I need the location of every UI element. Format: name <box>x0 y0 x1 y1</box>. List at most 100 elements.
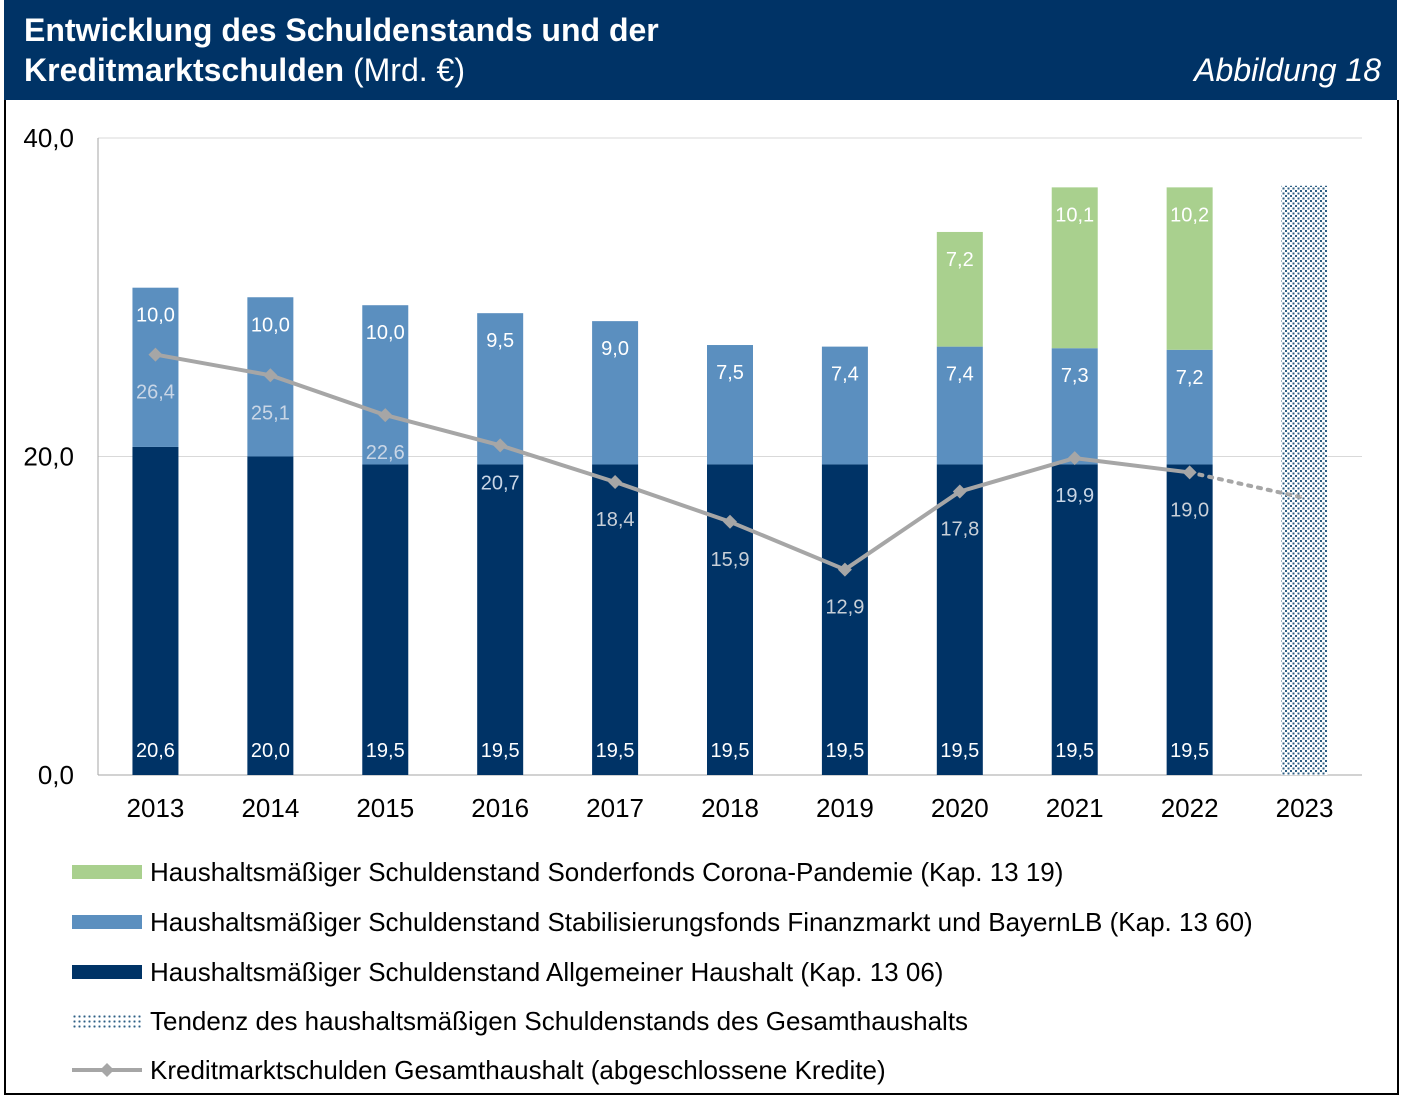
line-marker <box>952 484 967 499</box>
legend-swatch <box>72 865 142 879</box>
x-tick-label: 2022 <box>1161 793 1219 823</box>
bar-value-label: 7,2 <box>1176 367 1204 389</box>
bar-segment <box>1166 187 1213 350</box>
bar-segment <box>1166 349 1213 465</box>
y-tick-label: 0,0 <box>38 760 74 790</box>
legend-item: Kreditmarktschulden Gesamthaushalt (abge… <box>72 1055 886 1085</box>
bar-value-label: 9,0 <box>601 338 629 360</box>
bar-segment <box>362 305 409 465</box>
legend-label: Haushaltsmäßiger Schuldenstand Stabilisi… <box>150 906 1253 937</box>
line-value-label: 17,8 <box>940 519 979 541</box>
line-value-label: 19,0 <box>1170 499 1209 521</box>
legend-swatch <box>72 1014 142 1028</box>
x-tick-label: 2013 <box>127 793 185 823</box>
bar-segment <box>821 346 868 465</box>
bar-segment <box>132 446 179 775</box>
legend-swatch <box>72 915 142 929</box>
line-marker <box>493 438 508 453</box>
line-marker <box>723 514 737 529</box>
legend-swatch <box>72 1063 142 1077</box>
bar-value-label: 19,5 <box>1055 740 1094 762</box>
chart-frame <box>4 100 1399 1095</box>
line-marker <box>263 368 278 383</box>
x-tick-label: 2018 <box>701 793 759 823</box>
bar-segment <box>132 287 179 447</box>
chart-unit: (Mrd. €) <box>352 52 465 88</box>
bar-value-label: 7,3 <box>1061 365 1089 387</box>
debt-line-trend <box>1187 470 1307 500</box>
legend-label: Kreditmarktschulden Gesamthaushalt (abge… <box>150 1054 886 1085</box>
bar-value-label: 19,5 <box>481 740 520 762</box>
line-marker <box>837 562 852 577</box>
bar-value-label: 7,5 <box>716 362 744 384</box>
bar-segment <box>936 231 983 347</box>
x-tick-label: 2015 <box>356 793 414 823</box>
line-marker <box>1067 451 1082 466</box>
bar-segment <box>821 464 868 775</box>
line-marker <box>608 474 623 489</box>
bar-value-label: 10,0 <box>251 314 290 336</box>
bar-segment <box>592 464 639 775</box>
bar-value-label: 7,4 <box>831 364 859 386</box>
legend-label: Tendenz des haushaltsmäßigen Schuldensta… <box>150 1005 969 1036</box>
x-tick-label: 2016 <box>471 793 529 823</box>
legend-item: Haushaltsmäßiger Schuldenstand Stabilisi… <box>72 907 1253 937</box>
line-marker <box>148 347 163 362</box>
bar-value-label: 10,2 <box>1170 204 1209 226</box>
line-value-label: 26,4 <box>136 382 175 404</box>
bar-segment <box>477 464 524 775</box>
bar-value-label: 10,1 <box>1055 204 1094 226</box>
bar-segment <box>247 456 294 775</box>
bar-segment <box>707 345 753 465</box>
bar-value-label: 19,5 <box>366 740 405 762</box>
chart-title-line2: Kreditmarktschulden (Mrd. €) <box>24 52 465 89</box>
legend-item: Haushaltsmäßiger Schuldenstand Sonderfon… <box>72 857 1063 887</box>
x-tick-label: 2021 <box>1046 793 1104 823</box>
bar-value-label: 10,0 <box>136 305 175 327</box>
x-tick-label: 2017 <box>586 793 644 823</box>
figure-label: Abbildung 18 <box>1194 52 1381 88</box>
line-value-label: 20,7 <box>481 472 520 494</box>
bar-value-label: 20,6 <box>136 740 175 762</box>
bar-value-label: 19,5 <box>596 740 635 762</box>
x-tick-label: 2023 <box>1276 793 1334 823</box>
x-tick-label: 2019 <box>816 793 874 823</box>
tendency-bar <box>1281 185 1328 775</box>
bar-value-label: 20,0 <box>251 740 290 762</box>
bar-segment <box>707 464 753 775</box>
bar-segment <box>592 321 639 465</box>
bar-value-label: 9,5 <box>486 330 514 352</box>
bar-value-label: 19,5 <box>940 740 979 762</box>
x-tick-label: 2020 <box>931 793 989 823</box>
line-value-label: 22,6 <box>366 442 405 464</box>
bar-value-label: 19,5 <box>711 740 750 762</box>
line-marker <box>1182 465 1197 480</box>
bar-value-label: 7,2 <box>946 249 974 271</box>
line-value-label: 18,4 <box>596 509 635 531</box>
y-tick-label: 40,0 <box>23 123 74 153</box>
bar-value-label: 10,0 <box>366 322 405 344</box>
x-tick-label: 2014 <box>241 793 299 823</box>
legend-label: Haushaltsmäßiger Schuldenstand Allgemein… <box>150 956 944 987</box>
chart-title-line1: Entwicklung des Schuldenstands und der <box>24 12 659 48</box>
bar-segment <box>936 464 983 775</box>
line-marker <box>378 408 393 423</box>
line-value-label: 12,9 <box>825 597 864 619</box>
legend-label: Haushaltsmäßiger Schuldenstand Sonderfon… <box>150 856 1064 887</box>
bar-segment <box>1051 464 1098 775</box>
bar-segment <box>1051 348 1098 465</box>
line-value-label: 25,1 <box>251 402 290 424</box>
line-value-label: 15,9 <box>711 549 750 571</box>
y-tick-label: 20,0 <box>23 442 74 472</box>
bar-segment <box>1051 187 1098 349</box>
legend-item: Haushaltsmäßiger Schuldenstand Allgemein… <box>72 957 943 987</box>
chart-header: Entwicklung des Schuldenstands und der K… <box>4 0 1397 100</box>
debt-line <box>155 352 1190 572</box>
legend-line-icon <box>72 1063 142 1077</box>
chart-title-bold: Kreditmarktschulden <box>24 52 345 88</box>
bar-segment <box>936 346 983 465</box>
bar-value-label: 19,5 <box>825 740 864 762</box>
bar-segment <box>1166 464 1213 775</box>
bar-value-label: 19,5 <box>1170 740 1209 762</box>
